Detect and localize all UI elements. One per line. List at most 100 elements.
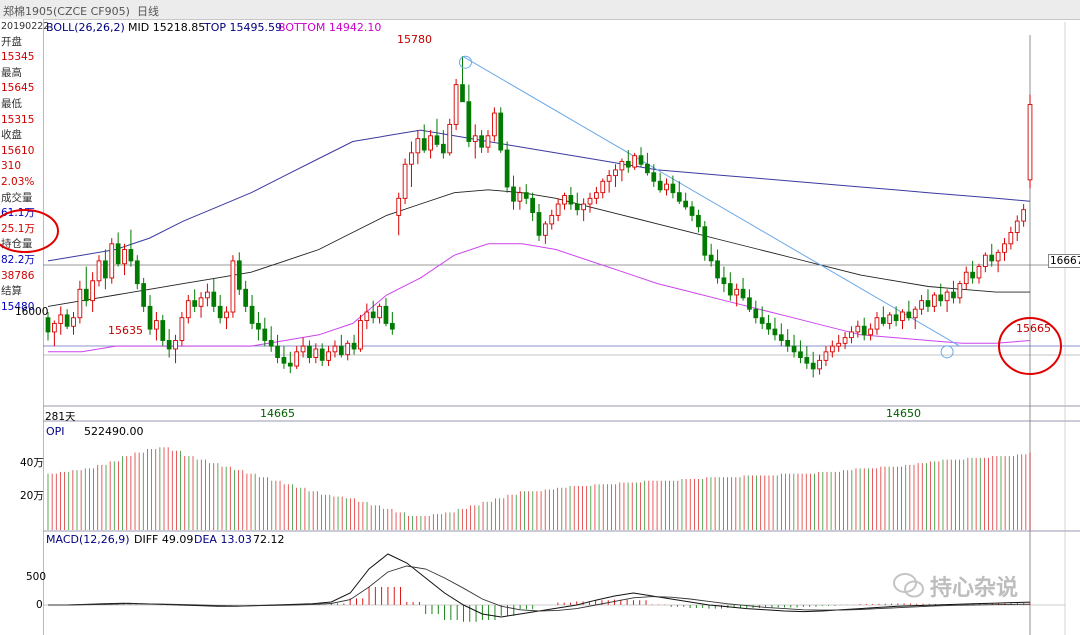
candle-body <box>466 101 472 142</box>
candle-body <box>543 223 548 236</box>
boll-top-value: TOP 15495.59 <box>204 21 282 34</box>
candle-body <box>109 243 115 279</box>
candle-body <box>989 254 995 262</box>
candle-body <box>447 123 453 154</box>
candle-body <box>166 340 172 350</box>
y-axis-16000: 16000 <box>15 306 49 318</box>
candle-body <box>906 311 912 319</box>
candle-body <box>154 320 159 330</box>
candle-body <box>683 200 689 208</box>
candle-body <box>976 266 982 279</box>
volume-label: 成交量 <box>1 191 33 204</box>
candle-body <box>938 294 944 302</box>
macd-diff-value: DIFF 49.09 <box>134 533 194 546</box>
candle-body <box>702 226 708 256</box>
candle-body <box>925 300 931 307</box>
quote-date: 20190222 <box>1 21 50 32</box>
candle-body <box>83 288 89 302</box>
candle-body <box>995 251 1001 262</box>
candle-body <box>421 138 427 151</box>
candle-body <box>549 214 555 225</box>
candle-body <box>855 325 861 333</box>
candle-body <box>313 348 319 358</box>
price-cursor-label: 16667 <box>1048 254 1080 268</box>
candle-body <box>128 249 134 262</box>
candle-body <box>52 322 57 333</box>
candle-body <box>492 112 497 137</box>
candle-body <box>1002 243 1007 253</box>
candle-body <box>160 320 166 341</box>
candle-body <box>880 317 886 324</box>
boll-indicator-label[interactable]: BOLL(26,26,2) <box>46 21 125 34</box>
change-pct-value: 2.03% <box>1 175 35 188</box>
candle-body <box>912 308 918 319</box>
candle-body <box>734 288 740 296</box>
candle-body <box>147 305 153 330</box>
trend-line <box>462 55 961 347</box>
candle-body <box>689 206 695 216</box>
candle-body <box>1021 209 1026 222</box>
candle-body <box>574 203 580 211</box>
candle-body <box>983 254 988 268</box>
candle-body <box>664 183 669 191</box>
candle-body <box>836 342 842 347</box>
open-value: 15345 <box>1 51 35 64</box>
candle-body <box>173 340 178 350</box>
high-value: 15645 <box>1 82 35 95</box>
candle-body <box>919 300 924 310</box>
period-selector[interactable]: 日线 <box>137 5 159 18</box>
wechat-icon <box>893 573 924 598</box>
change-value: 310 <box>1 160 22 173</box>
candle-body <box>670 183 676 194</box>
macd-dea-line <box>48 565 1031 612</box>
candle-body <box>791 345 797 353</box>
candle-body <box>951 291 956 299</box>
candle-body <box>810 362 816 370</box>
candle-body <box>842 337 848 344</box>
low-value: 15315 <box>1 113 35 126</box>
candle-body <box>281 357 287 364</box>
candle-body <box>217 305 223 319</box>
candle-body <box>300 345 306 353</box>
candle-body <box>498 112 504 151</box>
candle-body <box>708 254 714 262</box>
low-label: 最低 <box>1 97 22 110</box>
candle-body <box>351 342 357 350</box>
candle-body <box>817 359 822 370</box>
candle-body <box>804 357 810 364</box>
opi-indicator-label[interactable]: OPI <box>46 425 65 438</box>
candle-body <box>823 351 829 361</box>
macd-indicator-label[interactable]: MACD(12,26,9) <box>46 533 130 546</box>
oi2-value: 38786 <box>1 269 35 282</box>
candle-body <box>523 192 529 199</box>
boll-bottom-value: BOTTOM 14942.10 <box>278 21 382 34</box>
boll-top-line <box>47 129 1031 262</box>
candle-body <box>122 249 127 265</box>
candle-body <box>766 322 771 330</box>
candle-body <box>931 294 937 307</box>
candle-body <box>957 283 963 299</box>
candle-body <box>900 311 905 322</box>
candle-body <box>613 169 618 177</box>
candle-body <box>77 288 83 319</box>
high-label: 最高 <box>1 66 22 79</box>
candle-body <box>326 351 331 361</box>
candle-body <box>338 345 344 356</box>
settle-value: 15480 <box>1 300 35 313</box>
candle-body <box>829 345 835 353</box>
left-low-label: 14665 <box>260 407 295 420</box>
candle-body <box>861 325 867 336</box>
candle-body <box>103 260 108 279</box>
candle-body <box>58 314 64 324</box>
candle-body <box>504 149 510 188</box>
candle-body <box>377 305 382 319</box>
candle-body <box>440 143 446 154</box>
candle-body <box>511 186 516 202</box>
candle-body <box>1008 231 1014 245</box>
candle-body <box>275 345 280 358</box>
candle-body <box>370 311 376 319</box>
candle-body <box>562 195 567 205</box>
candle-body <box>71 317 76 327</box>
touch-marker <box>940 345 954 359</box>
macd-tick-0: 0 <box>36 599 43 611</box>
